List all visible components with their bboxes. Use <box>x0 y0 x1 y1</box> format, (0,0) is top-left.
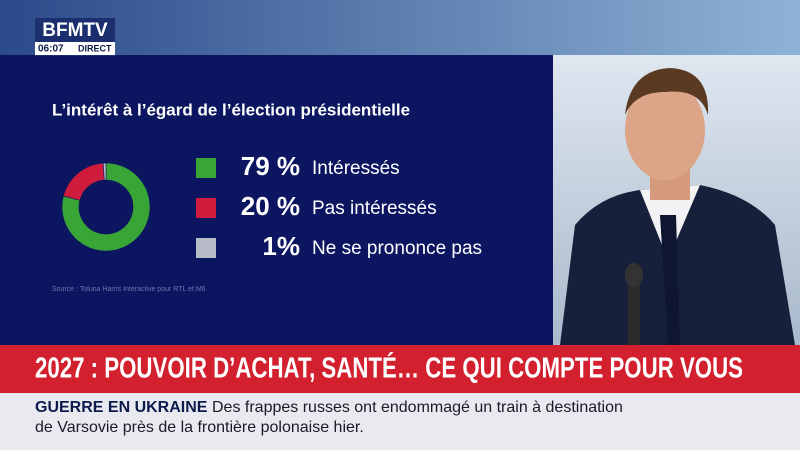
legend-label: Pas intéressés <box>312 198 437 219</box>
ticker-text: Des frappes russes ont endommagé un trai… <box>212 399 623 416</box>
chart-panel <box>0 55 553 345</box>
chart: L’intérêt à l’égard de l’élection présid… <box>52 100 482 292</box>
chart-title: L’intérêt à l’égard de l’élection présid… <box>52 100 410 119</box>
value-label: 20 % <box>241 191 300 221</box>
donut-segment <box>102 162 107 181</box>
legend-swatch <box>196 198 216 218</box>
legend-swatch <box>196 158 216 178</box>
legend-label: Ne se prononce pas <box>312 238 482 259</box>
value-label: 1% <box>262 231 300 261</box>
legend-label: Intéressés <box>312 158 400 179</box>
logo: BFMTV <box>42 20 108 41</box>
clock: 06:07 <box>38 44 64 55</box>
donut-segment <box>61 162 151 252</box>
live-label: DIRECT <box>78 43 112 53</box>
clock-box <box>35 42 115 55</box>
presenter <box>560 68 795 345</box>
ticker-bar <box>0 393 800 450</box>
legend-swatch <box>196 238 216 258</box>
headline: 2027 : POUVOIR D’ACHAT, SANTÉ… CE QUI CO… <box>35 351 743 385</box>
source: Source : Toluna Harris Interactive pour … <box>52 286 206 293</box>
value-label: 79 % <box>241 151 300 181</box>
ticker-label: GUERRE EN UKRAINE <box>35 399 208 416</box>
ticker-text: de Varsovie près de la frontière polonai… <box>35 419 364 436</box>
headline-banner <box>0 345 800 393</box>
